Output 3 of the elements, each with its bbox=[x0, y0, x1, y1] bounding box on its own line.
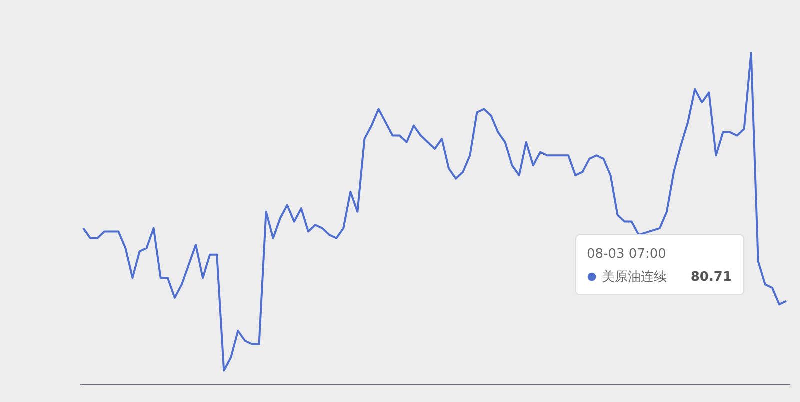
annotation: 80.71 bbox=[690, 270, 732, 285]
annotation: 08-03 07:00 bbox=[587, 247, 666, 262]
legend-label: 美原油连续 bbox=[602, 269, 667, 285]
